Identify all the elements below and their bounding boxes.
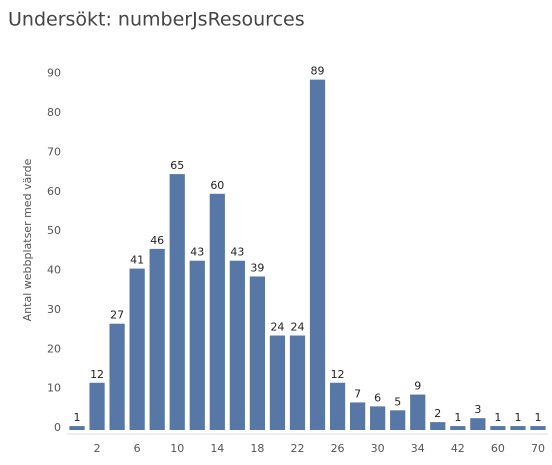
value-label: 1	[454, 411, 461, 424]
value-label: 9	[414, 380, 421, 393]
value-label: 24	[290, 321, 304, 334]
bar	[129, 268, 145, 430]
value-label: 1	[74, 411, 81, 424]
value-label: 60	[210, 179, 224, 192]
value-label: 43	[230, 246, 244, 259]
value-label: 1	[514, 411, 521, 424]
x-tick-label: 42	[451, 442, 465, 455]
bar	[169, 174, 185, 430]
value-label: 12	[90, 368, 104, 381]
x-tick-label: 14	[210, 442, 224, 455]
bar	[269, 335, 286, 430]
y-tick-label: 0	[54, 421, 61, 434]
value-label: 65	[170, 159, 184, 172]
y-axis-label: Antal webbplatser med värde	[21, 158, 34, 321]
bar	[309, 79, 326, 430]
value-label: 39	[250, 261, 264, 274]
y-tick-label: 50	[47, 224, 61, 237]
x-tick-label: 22	[290, 442, 304, 455]
bar	[229, 260, 245, 430]
bar	[349, 402, 366, 430]
bar	[530, 426, 546, 430]
bar	[329, 382, 346, 430]
bar	[410, 394, 426, 430]
y-tick-label: 40	[47, 264, 61, 277]
value-label: 46	[150, 234, 164, 247]
value-label: 6	[374, 391, 381, 404]
bar	[189, 260, 205, 430]
bar	[209, 193, 225, 430]
x-tick-label: 10	[170, 442, 184, 455]
bar	[430, 422, 446, 430]
x-tick-label: 6	[134, 442, 141, 455]
bar	[510, 426, 526, 430]
y-tick-label: 70	[47, 145, 61, 158]
x-tick-label: 2	[94, 442, 101, 455]
value-label: 7	[354, 387, 361, 400]
chart-title: Undersökt: numberJsResources	[8, 9, 305, 31]
value-label: 27	[110, 309, 124, 322]
y-tick-label: 30	[47, 303, 61, 316]
value-label: 12	[331, 368, 345, 381]
y-tick-label: 10	[47, 382, 61, 395]
value-label: 24	[270, 321, 284, 334]
value-label: 41	[130, 254, 144, 267]
y-tick-label: 90	[47, 67, 61, 80]
bar	[69, 426, 85, 430]
bar	[450, 426, 466, 430]
y-tick-label: 20	[47, 342, 61, 355]
bar	[149, 248, 165, 430]
x-tick-label: 60	[491, 442, 505, 455]
value-label: 1	[494, 411, 501, 424]
value-label: 3	[474, 403, 481, 416]
bar	[249, 276, 266, 430]
x-tick-label: 26	[331, 442, 345, 455]
value-label: 1	[534, 411, 541, 424]
bar	[390, 410, 406, 430]
x-tick-label: 30	[371, 442, 385, 455]
bar	[289, 335, 306, 430]
x-tick-label: 34	[411, 442, 425, 455]
bar	[370, 406, 386, 430]
value-label: 2	[434, 407, 441, 420]
bar	[109, 323, 125, 430]
value-label: 43	[190, 246, 204, 259]
y-tick-label: 60	[47, 185, 61, 198]
value-label: 5	[394, 395, 401, 408]
x-tick-label: 70	[531, 442, 545, 455]
bar	[89, 382, 105, 430]
y-tick-label: 80	[47, 106, 61, 119]
bar	[490, 426, 506, 430]
bar	[470, 418, 486, 430]
value-label: 89	[311, 65, 325, 78]
x-tick-label: 18	[250, 442, 264, 455]
